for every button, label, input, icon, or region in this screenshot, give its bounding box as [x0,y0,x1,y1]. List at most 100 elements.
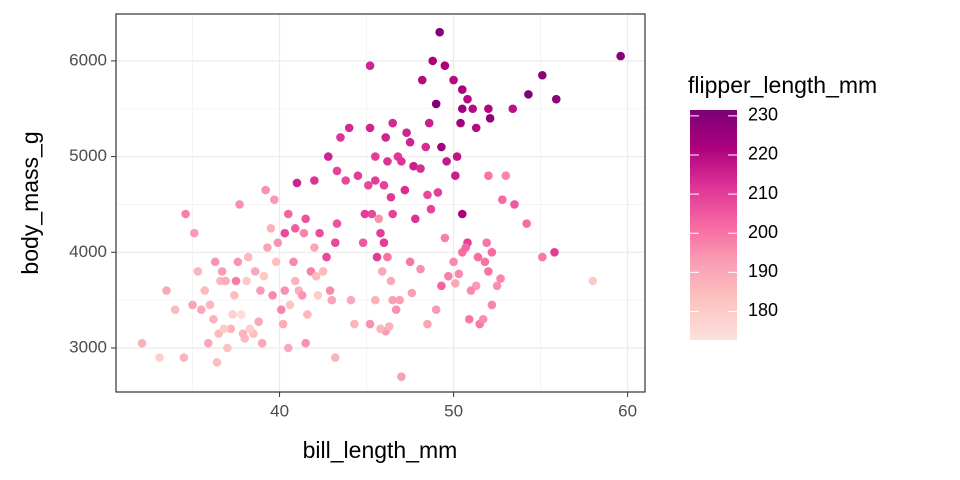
point [379,180,389,190]
point [242,276,251,286]
point [318,267,328,276]
point [374,214,384,224]
point [137,338,147,348]
point [376,324,385,334]
point [538,252,547,262]
colorbar-label: 200 [748,222,778,242]
point [471,123,481,133]
point [461,243,471,252]
point [407,288,417,298]
point [235,200,244,209]
point [271,257,281,267]
y-tick-label: 6000 [69,50,107,69]
point [233,257,243,267]
point [155,353,164,362]
x-tick-label: 50 [444,401,463,420]
point [456,118,465,128]
point [468,104,478,114]
point [383,252,392,262]
point [400,185,410,195]
point [254,317,263,326]
point [209,314,218,324]
x-tick-label: 60 [618,401,637,420]
point [256,286,265,295]
point [478,314,488,324]
point [313,291,323,300]
point [236,310,246,319]
point [238,329,248,338]
point [487,247,497,257]
point [484,104,493,114]
colorbar-label: 210 [748,183,778,203]
point [193,267,203,276]
point [431,305,441,315]
point [551,94,561,104]
point [550,247,559,257]
point [386,192,396,202]
point [388,295,397,305]
y-tick-label: 4000 [69,242,107,261]
point [289,257,298,267]
point [449,75,458,85]
point [466,286,476,295]
point [301,214,310,224]
point [426,204,436,214]
colorbar [690,110,737,340]
point [616,51,625,61]
point [464,314,474,324]
point [437,281,446,291]
point [449,257,458,267]
point [231,276,241,286]
y-axis-title: body_mass_g [17,131,43,274]
point [451,171,460,181]
point [285,300,295,310]
point [270,195,279,204]
point [325,286,335,295]
point [259,271,269,281]
point [310,243,319,252]
colorbar-label: 220 [748,144,778,164]
point [245,324,255,334]
point [280,286,290,295]
point [322,252,331,262]
point [219,324,229,334]
point [463,94,472,104]
point [395,295,404,305]
point [405,137,415,147]
point [277,305,286,315]
point [327,295,337,305]
point [451,279,460,288]
point [332,166,342,176]
point [280,228,290,238]
point [457,104,467,114]
point [397,157,406,166]
point [243,252,253,262]
panel [116,14,645,392]
point [435,27,444,37]
point [223,343,232,353]
x-axis-title: bill_length_mm [303,437,458,463]
point [181,209,190,219]
point [442,157,451,166]
point [203,338,213,348]
point [228,310,237,319]
point [364,180,373,190]
point [365,123,375,133]
point [524,90,533,99]
point [303,310,312,319]
point [190,228,199,238]
point [457,85,467,94]
point [365,61,375,70]
point [370,295,380,305]
point [377,267,387,276]
point [496,274,505,283]
point [431,99,441,109]
point [297,291,307,300]
point [263,243,272,252]
colorbar-label: 180 [748,300,778,320]
point [266,224,276,233]
point [402,128,411,137]
point [344,123,354,133]
point [383,157,392,166]
point [205,300,215,310]
